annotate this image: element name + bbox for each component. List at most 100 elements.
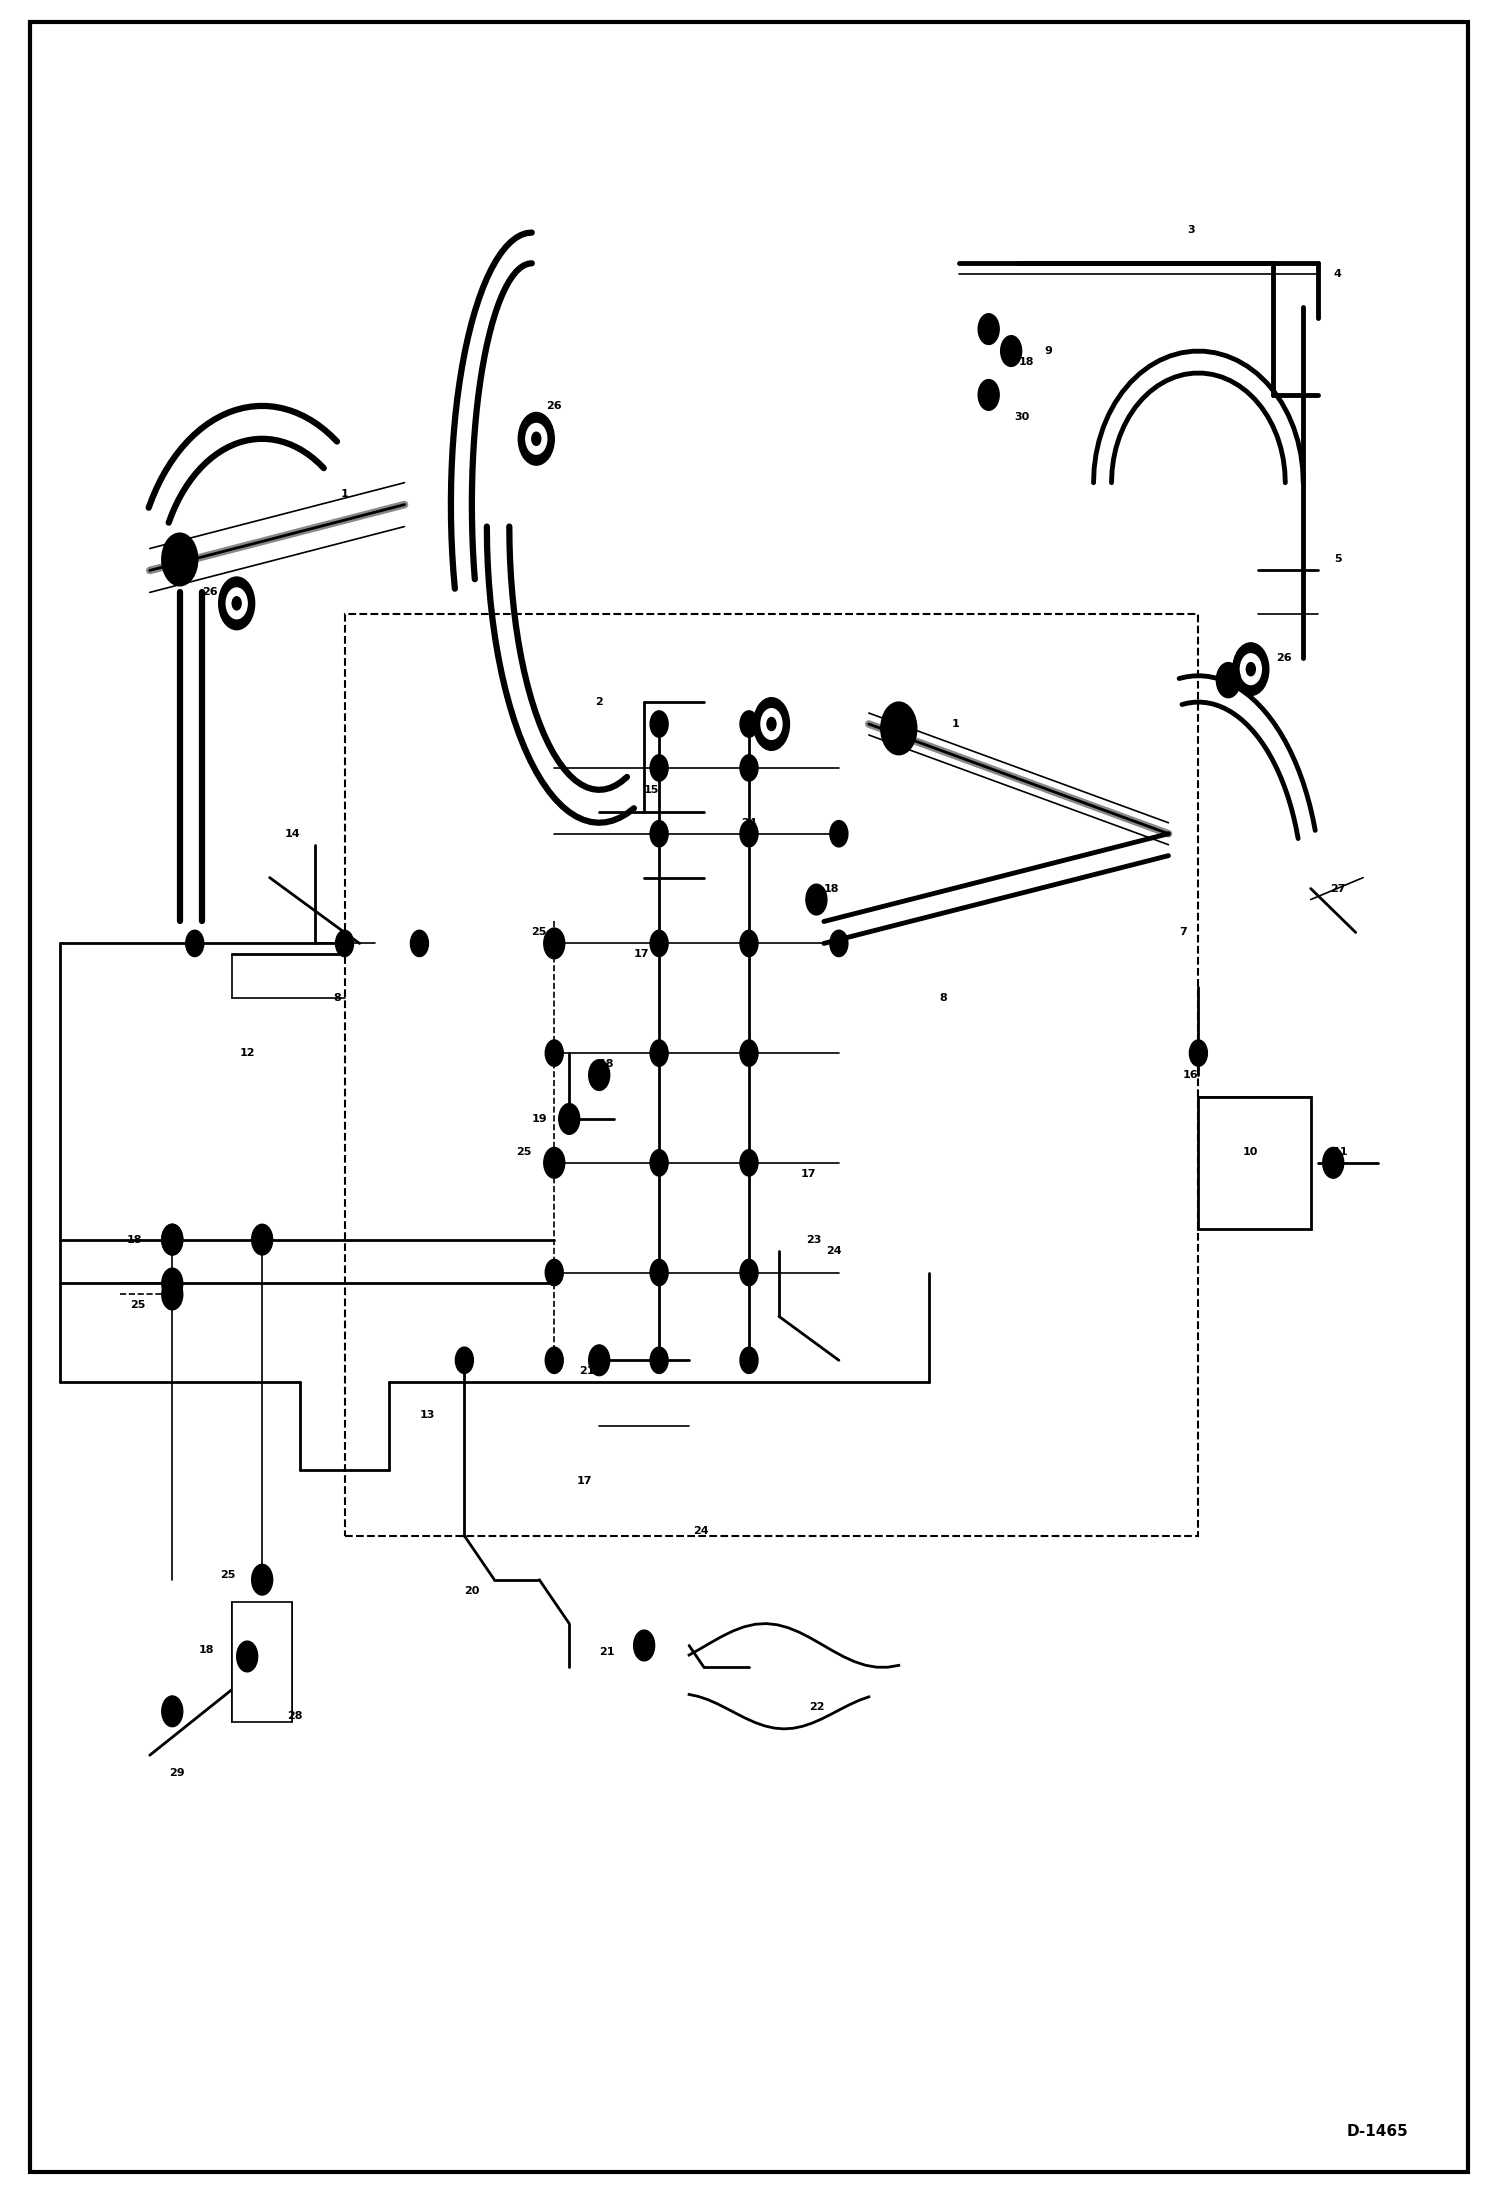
Circle shape <box>806 884 827 915</box>
Bar <box>1198 1097 1311 1229</box>
Text: 26: 26 <box>202 588 217 597</box>
Text: 12: 12 <box>240 1049 255 1058</box>
Text: 4: 4 <box>1333 270 1342 279</box>
Text: 18: 18 <box>1019 358 1034 366</box>
Text: 26: 26 <box>1276 654 1291 663</box>
Circle shape <box>162 1279 183 1310</box>
Circle shape <box>162 1224 183 1255</box>
Circle shape <box>1216 663 1240 698</box>
Circle shape <box>650 711 668 737</box>
Circle shape <box>232 597 241 610</box>
Circle shape <box>650 821 668 847</box>
Text: 25: 25 <box>130 1301 145 1310</box>
Text: 17: 17 <box>801 1169 816 1178</box>
Text: D-1465: D-1465 <box>1347 2124 1408 2139</box>
Circle shape <box>740 821 758 847</box>
Text: 21: 21 <box>580 1367 595 1376</box>
Text: 29: 29 <box>169 1768 184 1777</box>
Text: 8: 8 <box>939 994 948 1003</box>
Circle shape <box>252 1564 273 1595</box>
Circle shape <box>830 821 848 847</box>
Text: 24: 24 <box>742 818 756 827</box>
Circle shape <box>1240 654 1261 685</box>
Circle shape <box>455 1347 473 1373</box>
Text: 6: 6 <box>1239 669 1248 678</box>
Circle shape <box>219 577 255 630</box>
Circle shape <box>740 930 758 957</box>
Circle shape <box>162 1696 183 1727</box>
Circle shape <box>740 1259 758 1286</box>
Text: 17: 17 <box>634 950 649 959</box>
Text: 18: 18 <box>824 884 839 893</box>
Text: 23: 23 <box>806 1235 821 1244</box>
Text: 3: 3 <box>1186 226 1195 235</box>
Circle shape <box>336 930 354 957</box>
Text: 18: 18 <box>599 1060 614 1068</box>
Circle shape <box>410 930 428 957</box>
Text: 28: 28 <box>288 1711 303 1720</box>
Circle shape <box>740 711 758 737</box>
Circle shape <box>634 1630 655 1661</box>
Text: 26: 26 <box>547 402 562 410</box>
Text: 30: 30 <box>1014 412 1029 421</box>
Circle shape <box>1323 1147 1344 1178</box>
Circle shape <box>761 709 782 739</box>
Circle shape <box>1233 643 1269 695</box>
Text: 15: 15 <box>644 785 659 794</box>
Text: 21: 21 <box>599 1648 614 1656</box>
Text: 25: 25 <box>517 1147 532 1156</box>
Circle shape <box>650 1150 668 1176</box>
Circle shape <box>237 1641 258 1672</box>
Circle shape <box>186 930 204 957</box>
Circle shape <box>589 1345 610 1376</box>
Text: 24: 24 <box>827 1246 842 1255</box>
Text: 25: 25 <box>532 928 547 937</box>
Circle shape <box>544 1147 565 1178</box>
Circle shape <box>545 930 563 957</box>
Text: 26: 26 <box>765 715 780 724</box>
Text: 27: 27 <box>1330 884 1345 893</box>
Text: 17: 17 <box>577 1477 592 1485</box>
Text: 16: 16 <box>1183 1071 1198 1079</box>
Circle shape <box>1246 663 1255 676</box>
Circle shape <box>226 588 247 619</box>
Circle shape <box>544 928 565 959</box>
Text: 24: 24 <box>694 1527 709 1536</box>
Text: 11: 11 <box>1333 1147 1348 1156</box>
Circle shape <box>978 314 999 344</box>
Circle shape <box>162 1224 183 1255</box>
Circle shape <box>559 1104 580 1134</box>
Circle shape <box>162 1268 183 1299</box>
Text: 5: 5 <box>1333 555 1342 564</box>
Circle shape <box>162 533 198 586</box>
Text: 18: 18 <box>127 1235 142 1244</box>
Circle shape <box>532 432 541 445</box>
Circle shape <box>545 1347 563 1373</box>
Circle shape <box>767 717 776 731</box>
Circle shape <box>545 1040 563 1066</box>
Circle shape <box>650 930 668 957</box>
Text: 10: 10 <box>1243 1147 1258 1156</box>
Circle shape <box>650 1259 668 1286</box>
Circle shape <box>650 755 668 781</box>
Text: 1: 1 <box>340 489 349 498</box>
Circle shape <box>881 702 917 755</box>
Circle shape <box>252 1224 273 1255</box>
Bar <box>232 1602 292 1722</box>
Circle shape <box>650 1040 668 1066</box>
Text: 14: 14 <box>285 829 300 838</box>
Text: 25: 25 <box>220 1571 235 1580</box>
Circle shape <box>740 755 758 781</box>
Circle shape <box>740 1040 758 1066</box>
Circle shape <box>740 1150 758 1176</box>
Circle shape <box>518 412 554 465</box>
Text: 13: 13 <box>419 1411 434 1420</box>
Text: 9: 9 <box>1044 347 1053 355</box>
Text: 7: 7 <box>1179 928 1188 937</box>
Text: 1: 1 <box>951 720 960 728</box>
Text: 18: 18 <box>199 1646 214 1654</box>
Circle shape <box>545 1150 563 1176</box>
Circle shape <box>830 930 848 957</box>
Circle shape <box>650 1347 668 1373</box>
Circle shape <box>1001 336 1022 366</box>
